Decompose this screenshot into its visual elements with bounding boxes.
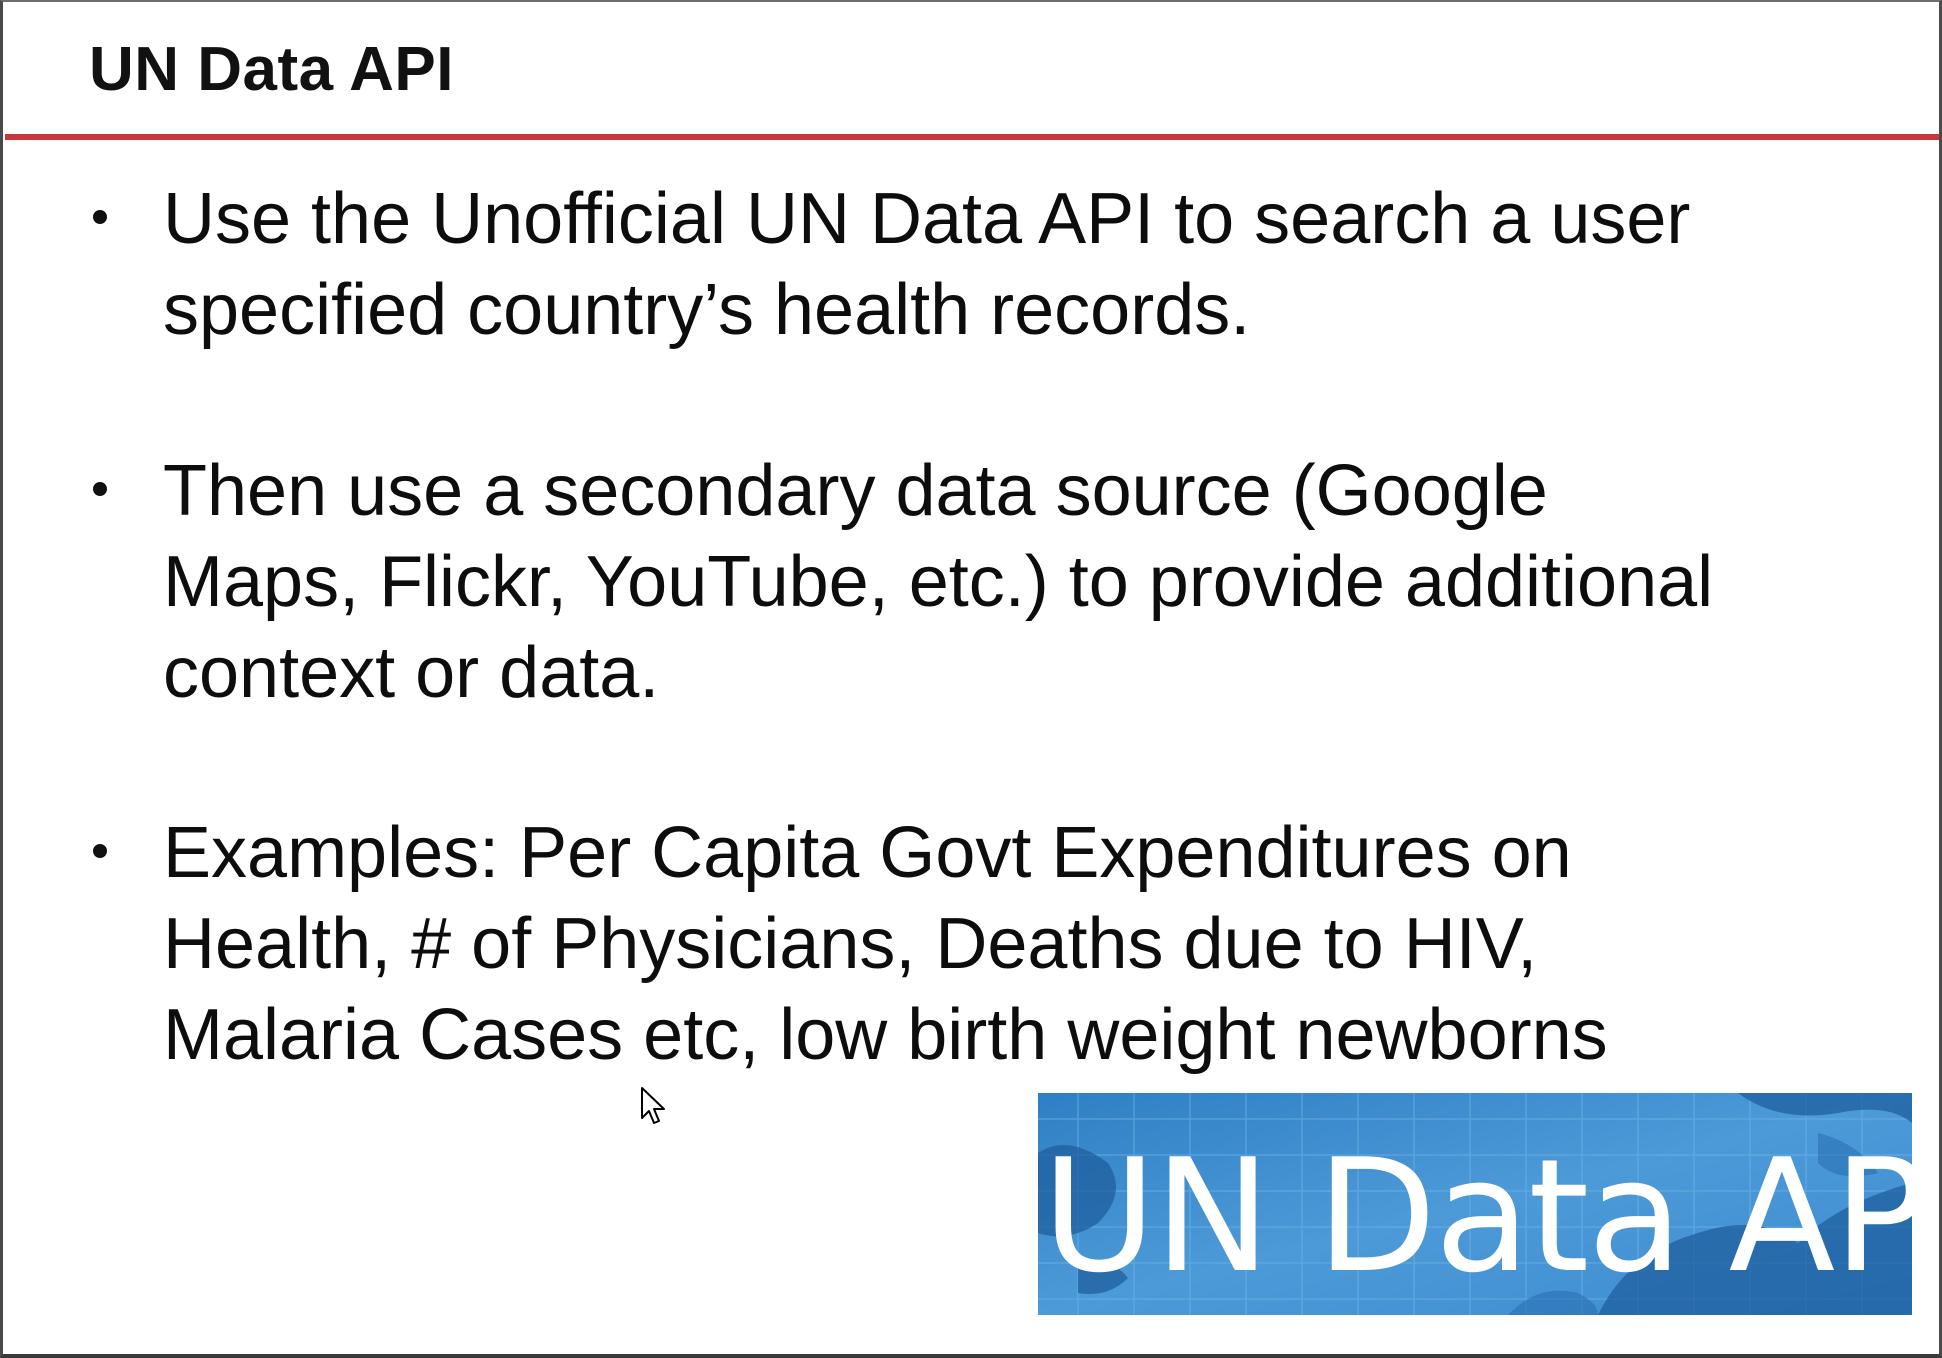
mouse-pointer-icon [641,1087,665,1124]
title-divider [5,134,1939,140]
bullet-dot-icon [91,210,113,232]
bullet-list: Use the Unofficial UN Data API to search… [3,2,1939,1354]
bullet-dot-icon [91,844,113,866]
un-data-api-banner: UN Data API [1038,1093,1912,1315]
bullet-dot-icon [91,482,113,504]
bullet-text: Use the Unofficial UN Data API to search… [163,179,1691,350]
bullet-text: Examples: Per Capita Govt Expenditures o… [163,813,1608,1075]
slide-title: UN Data API [89,35,454,104]
bullet-text: Then use a secondary data source (Google… [163,451,1714,713]
banner-title: UN Data API [1042,1125,1912,1307]
banner-map-background [1038,1093,1912,1315]
